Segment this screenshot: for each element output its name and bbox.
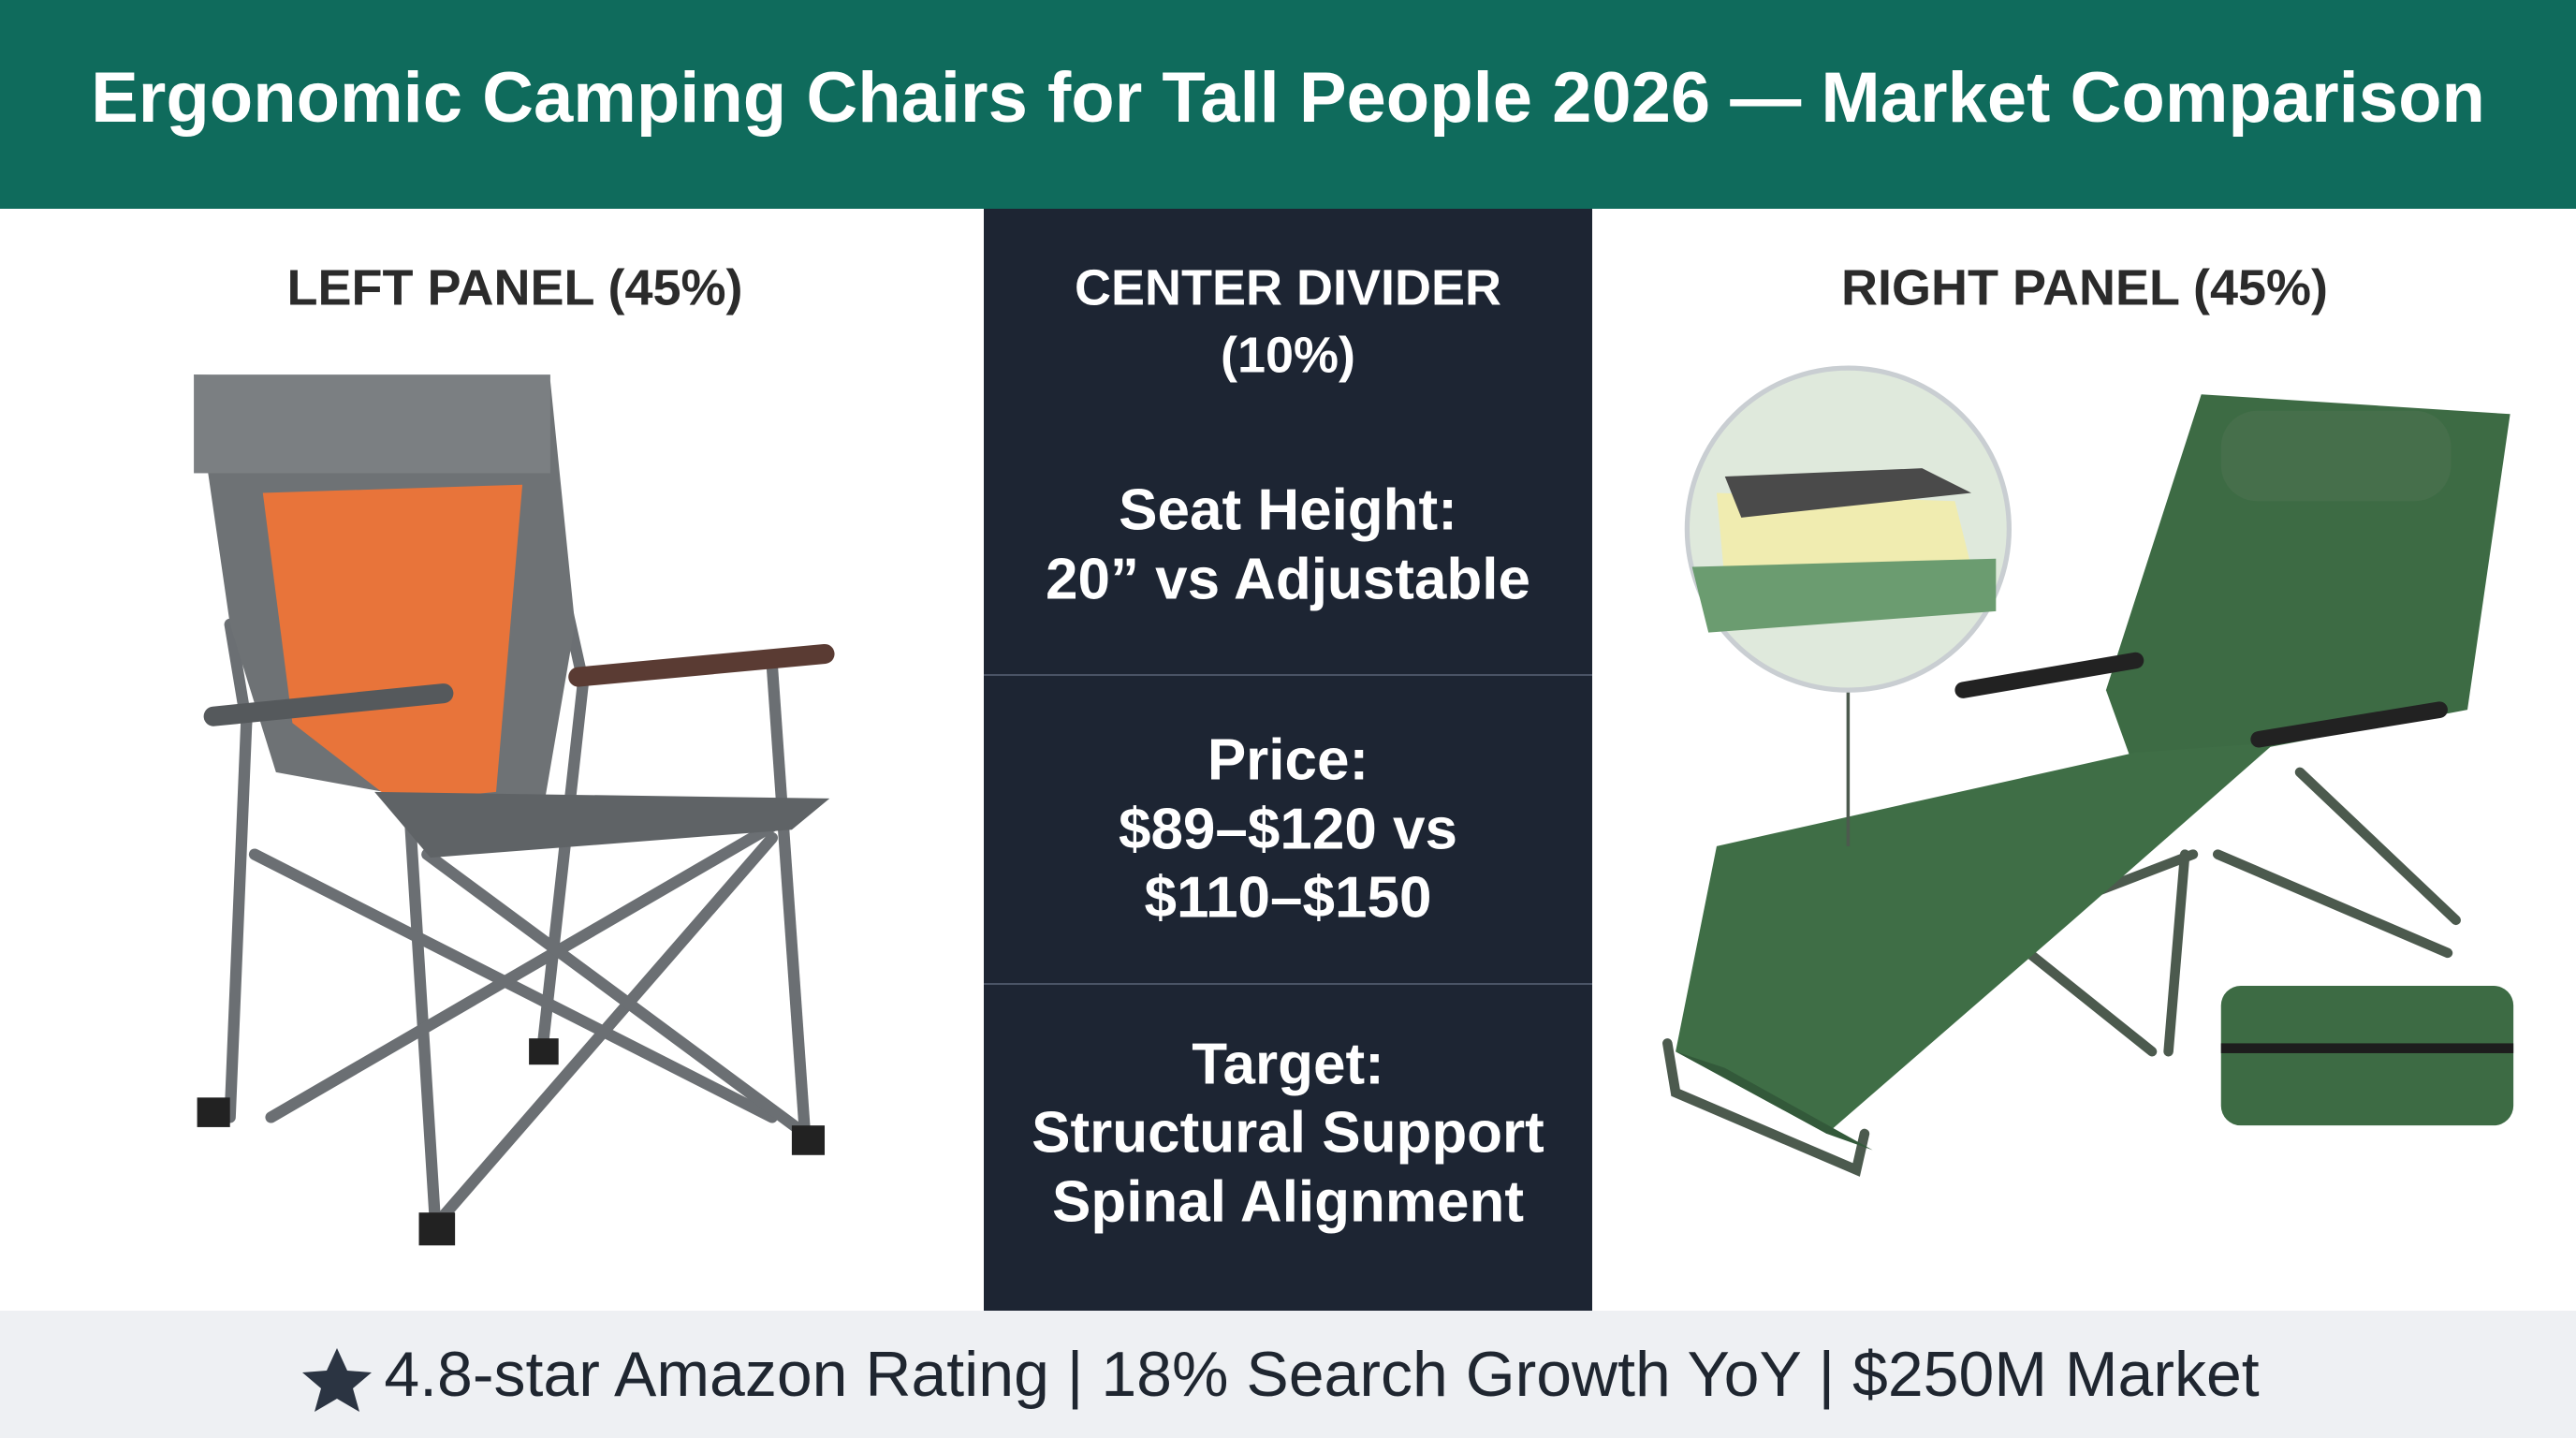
- section-line: Target:: [1192, 1032, 1384, 1096]
- section-line: Structural Support: [1032, 1100, 1544, 1165]
- section-line: Seat Height:: [1119, 477, 1457, 542]
- left-panel-label: LEFT PANEL (45%): [286, 259, 742, 315]
- section-line: 20” vs Adjustable: [1046, 547, 1530, 611]
- section-line: $89–$120 vs: [1119, 797, 1457, 861]
- section-line: Spinal Alignment: [1052, 1169, 1524, 1234]
- section-line: $110–$150: [1145, 865, 1432, 930]
- star-icon: [302, 1348, 372, 1412]
- right-chair: [1662, 365, 2514, 1177]
- footer-bar: [0, 1311, 2576, 1438]
- section-line: Price:: [1208, 727, 1368, 792]
- center-label: (10%): [1221, 327, 1355, 383]
- center-divider: [984, 209, 1592, 1311]
- left-chair: [194, 374, 835, 1246]
- right-panel-label: RIGHT PANEL (45%): [1841, 259, 2328, 315]
- title: Ergonomic Camping Chairs for Tall People…: [91, 58, 2485, 138]
- center-label: CENTER DIVIDER: [1075, 259, 1501, 315]
- header-bar: [0, 0, 2576, 209]
- footer-text: 4.8-star Amazon Rating | 18% Search Grow…: [384, 1339, 2259, 1410]
